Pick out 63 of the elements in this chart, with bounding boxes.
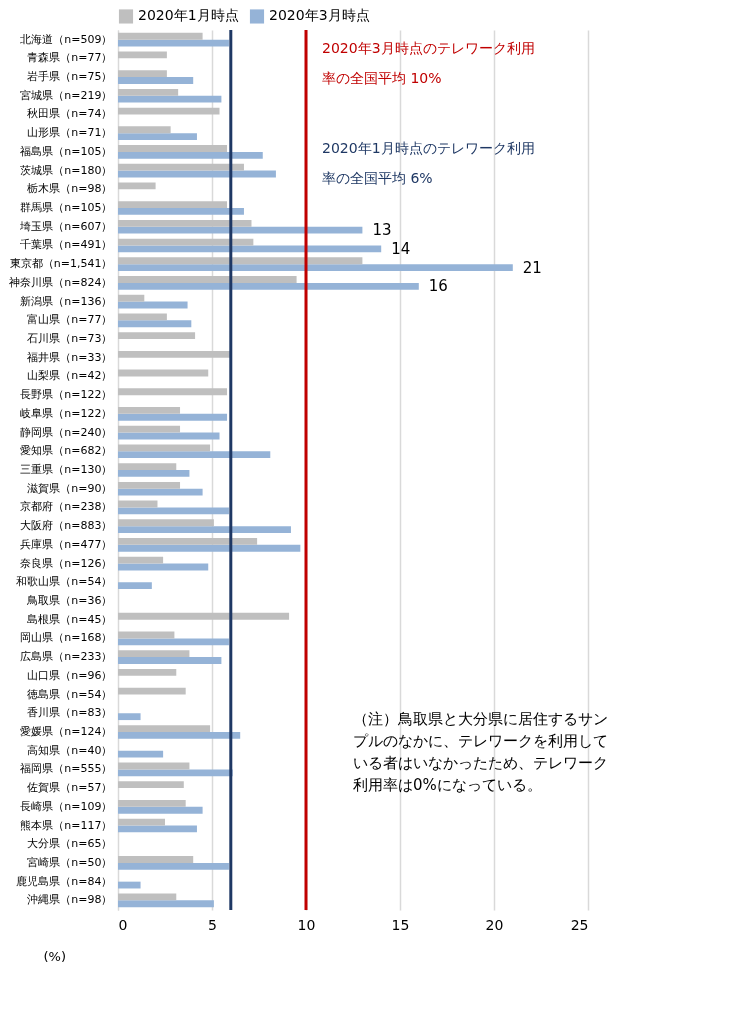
y-tick-label: 兵庫県（n=477） bbox=[20, 537, 113, 551]
y-tick-label: 北海道（n=509） bbox=[20, 32, 113, 46]
y-tick-label: 徳島県（n=54） bbox=[27, 687, 113, 701]
y-tick-label: 宮崎県（n=50） bbox=[27, 855, 113, 869]
y-tick-label: 山梨県（n=42） bbox=[27, 369, 113, 383]
y-tick-label: 山形県（n=71） bbox=[27, 126, 113, 140]
data-label: 21 bbox=[522, 258, 542, 277]
data-label: 13 bbox=[372, 221, 392, 240]
legend-label: 2020年1月時点 bbox=[138, 7, 239, 24]
y-tick-label: 茨城県（n=180） bbox=[20, 163, 113, 177]
y-tick-label: 長野県（n=122） bbox=[20, 388, 113, 402]
x-tick-label: 25 bbox=[570, 916, 589, 933]
y-tick-label: 三重県（n=130） bbox=[20, 463, 113, 476]
y-tick-label: 大阪府（n=883） bbox=[20, 519, 113, 533]
y-tick-label: 京都府（n=238） bbox=[20, 500, 113, 514]
y-tick-label: 愛媛県（n=124） bbox=[20, 724, 113, 738]
x-tick-label: 20 bbox=[485, 916, 504, 933]
ref-line-label: 2020年3月時点のテレワーク利用率の全国平均 10% bbox=[322, 40, 535, 86]
y-tick-label: 香川県（n=83） bbox=[27, 706, 113, 720]
y-tick-label: 佐賀県（n=57） bbox=[27, 781, 113, 795]
x-tick-label: 10 bbox=[297, 916, 316, 933]
legend-label: 2020年3月時点 bbox=[269, 7, 370, 24]
x-tick-label: 15 bbox=[391, 916, 410, 933]
y-tick-label: 福島県（n=105） bbox=[20, 144, 113, 158]
y-tick-label: 静岡県（n=240） bbox=[20, 425, 113, 439]
y-tick-label: 富山県（n=77） bbox=[27, 313, 113, 327]
y-tick-label: 鳥取県（n=36） bbox=[26, 593, 113, 607]
y-tick-label: 和歌山県（n=54） bbox=[16, 575, 113, 589]
y-tick-label: 東京都（n=1,541） bbox=[9, 257, 113, 271]
y-tick-label: 新潟県（n=136） bbox=[20, 294, 113, 308]
x-tick-label: 0 bbox=[118, 916, 128, 933]
y-tick-label: 広島県（n=233） bbox=[20, 650, 113, 664]
x-tick-label: 5 bbox=[208, 916, 217, 933]
y-tick-label: 鹿児島県（n=84） bbox=[16, 874, 113, 888]
annotation: （注）鳥取県と大分県に居住するサンプルのなかに、テレワークを利用している者はいなかったため、テレワーク利用率は0%になっている。 bbox=[353, 710, 608, 794]
y-tick-label: 岩手県（n=75） bbox=[27, 70, 113, 84]
y-tick-label: 岡山県（n=168） bbox=[20, 631, 113, 645]
y-tick-label: 熊本県（n=117） bbox=[20, 818, 113, 832]
y-tick-label: 石川県（n=73） bbox=[27, 332, 113, 346]
y-tick-label: 滋賀県（n=90） bbox=[27, 481, 113, 495]
y-tick-label: 愛知県（n=682） bbox=[20, 444, 113, 458]
y-tick-label: 島根県（n=45） bbox=[27, 612, 113, 626]
y-tick-label: 高知県（n=40） bbox=[27, 743, 113, 757]
y-tick-label: 秋田県（n=74） bbox=[27, 107, 113, 121]
y-tick-label: 福井県（n=33） bbox=[27, 350, 113, 364]
x-axis-title: (%) bbox=[43, 948, 66, 964]
y-tick-label: 千葉県（n=491） bbox=[20, 238, 113, 252]
y-tick-label: 埼玉県（n=607） bbox=[19, 219, 113, 233]
y-tick-label: 岐阜県（n=122） bbox=[20, 406, 113, 420]
y-tick-label: 栃木県（n=98） bbox=[27, 182, 113, 196]
y-tick-label: 神奈川県（n=824） bbox=[9, 275, 113, 289]
data-label: 16 bbox=[428, 277, 448, 296]
y-tick-label: 福岡県（n=555） bbox=[20, 762, 113, 776]
y-tick-label: 大分県（n=65） bbox=[27, 837, 113, 851]
ref-line-label: 2020年1月時点のテレワーク利用率の全国平均 6% bbox=[322, 140, 535, 186]
data-label: 14 bbox=[391, 239, 411, 258]
y-tick-label: 青森県（n=77） bbox=[27, 51, 113, 65]
y-tick-label: 群馬県（n=105） bbox=[20, 201, 113, 215]
y-tick-label: 宮城県（n=219） bbox=[20, 88, 113, 102]
y-tick-label: 奈良県（n=126） bbox=[20, 556, 113, 570]
y-tick-label: 沖縄県（n=98） bbox=[27, 893, 113, 907]
y-tick-label: 山口県（n=96） bbox=[27, 668, 113, 682]
y-tick-label: 長崎県（n=109） bbox=[20, 799, 113, 813]
